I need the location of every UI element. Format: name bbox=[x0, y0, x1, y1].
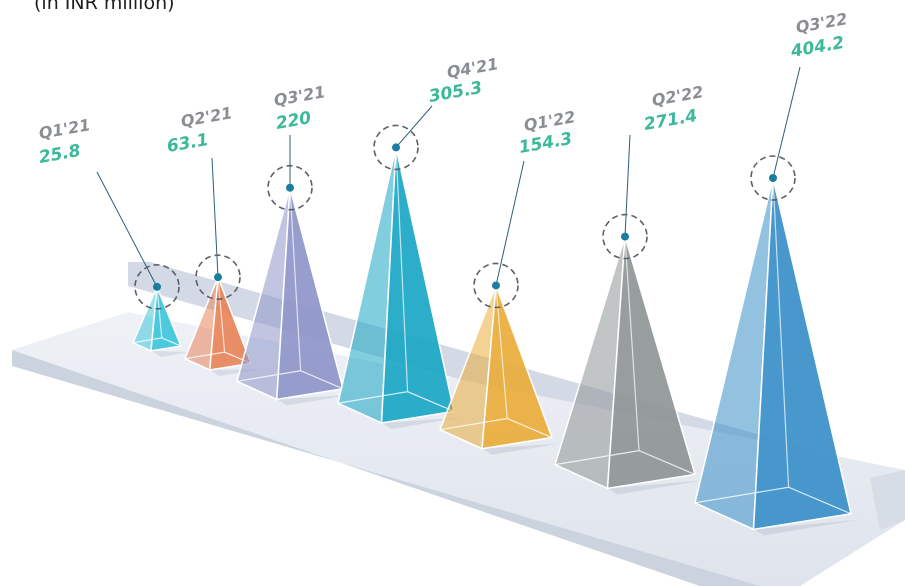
pyramid-6 bbox=[694, 177, 859, 536]
pyramid-inner-edge bbox=[156, 286, 163, 338]
platform-right-end bbox=[870, 470, 905, 530]
pyramid-shadow bbox=[482, 443, 560, 455]
platform-top bbox=[12, 312, 905, 586]
quarter-label: Q3'21 bbox=[272, 82, 326, 110]
apex-dot bbox=[769, 174, 777, 182]
apex-dot bbox=[286, 183, 294, 192]
apex-dashed-ring bbox=[195, 254, 241, 300]
pyramid-shadow bbox=[381, 417, 462, 429]
value-label: 220 bbox=[274, 108, 313, 134]
pyramid-inner-edge bbox=[772, 177, 790, 488]
pyramid-2 bbox=[236, 187, 351, 406]
leader-line bbox=[395, 105, 433, 148]
leader-line bbox=[96, 171, 158, 288]
pyramid-inner-edge bbox=[624, 236, 640, 451]
leader-line bbox=[772, 66, 801, 179]
apex-dot bbox=[621, 232, 629, 241]
pyramid-shadow bbox=[276, 394, 351, 406]
value-label: 25.8 bbox=[37, 141, 82, 168]
value-label: 271.4 bbox=[642, 106, 698, 135]
pyramid-shadow bbox=[151, 350, 189, 357]
pyramid-0 bbox=[132, 286, 189, 357]
pyramid-shadow bbox=[607, 480, 703, 495]
leader-line bbox=[495, 160, 525, 286]
pyramid-inner-edge bbox=[289, 187, 302, 371]
quarter-label: Q1'21 bbox=[37, 115, 91, 143]
apex-dashed-ring bbox=[373, 124, 419, 171]
unit-label: (in INR million) bbox=[34, 0, 175, 14]
apex-dot bbox=[214, 273, 222, 282]
pyramid-inner-edge bbox=[395, 147, 409, 392]
leader-lines-group bbox=[96, 66, 801, 310]
labels-group: Q1'2125.8Q2'2163.1Q3'21220Q4'21305.3Q1'2… bbox=[37, 9, 848, 168]
pyramid-4 bbox=[439, 285, 560, 455]
apex-dashed-ring bbox=[602, 213, 648, 260]
value-label: 305.3 bbox=[427, 78, 483, 107]
apex-dashed-ring bbox=[267, 164, 313, 211]
pyramid-5 bbox=[554, 236, 703, 495]
apex-dashed-ring bbox=[750, 155, 796, 201]
value-label: 63.1 bbox=[165, 130, 210, 157]
pyramids-group bbox=[132, 147, 859, 536]
leader-line bbox=[211, 157, 219, 278]
apex-dot bbox=[492, 281, 500, 290]
apex-dot bbox=[392, 143, 400, 152]
pyramid-shadow bbox=[753, 519, 859, 536]
pyramid-1 bbox=[184, 276, 259, 376]
quarter-label: Q4'21 bbox=[445, 54, 499, 82]
pyramid-3 bbox=[337, 147, 462, 429]
value-label: 404.2 bbox=[788, 33, 845, 62]
pyramid-inner-edge bbox=[217, 277, 226, 353]
quarter-label: Q2'22 bbox=[650, 82, 704, 110]
apex-dashed-ring bbox=[134, 264, 180, 310]
apex-dot bbox=[153, 282, 161, 291]
leader-line bbox=[624, 134, 631, 237]
quarter-label: Q2'21 bbox=[179, 103, 233, 131]
apex-dashed-ring bbox=[473, 262, 519, 309]
